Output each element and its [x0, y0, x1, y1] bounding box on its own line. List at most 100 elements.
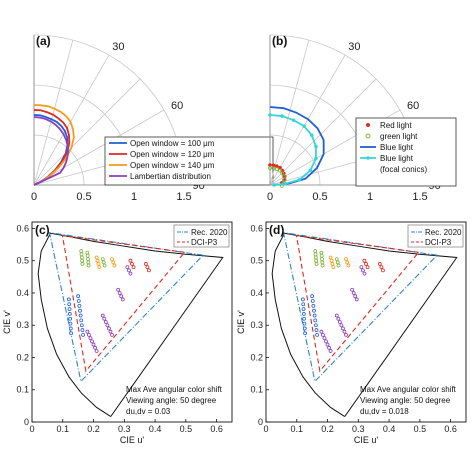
- data-point: [328, 349, 333, 353]
- data-point: [315, 333, 319, 337]
- annotation-text: du,dv = 0.018: [360, 407, 409, 416]
- x-tick-label: 0: [263, 424, 268, 434]
- x-tick-label: 0.5: [414, 424, 427, 434]
- data-point: [313, 249, 318, 253]
- legend-box: [355, 117, 457, 187]
- legend-entry: green light: [380, 132, 418, 141]
- data-point: [85, 329, 90, 334]
- data-point: [110, 257, 114, 261]
- x-tick-label: 0.3: [118, 424, 131, 434]
- data-point: [327, 345, 331, 350]
- x-tick-label: 0.3: [352, 424, 365, 434]
- data-point-red-light: [275, 164, 279, 169]
- data-point: [329, 258, 334, 263]
- series-marker: [314, 156, 318, 161]
- data-point: [361, 268, 365, 273]
- data-point: [68, 316, 73, 321]
- data-point: [67, 307, 72, 311]
- data-point: [320, 263, 325, 268]
- legend-entry: Open window = 140 μm: [130, 161, 215, 170]
- data-point: [319, 253, 324, 258]
- data-point: [88, 336, 93, 341]
- angle-tick-label: 30: [348, 41, 360, 53]
- data-point: [76, 299, 81, 303]
- data-point: [102, 316, 107, 321]
- data-point: [320, 260, 325, 265]
- x-tick-label: 0.6: [444, 424, 457, 434]
- x-tick-label: 0: [29, 424, 34, 434]
- series-line: [33, 104, 75, 186]
- series-line: [33, 116, 69, 186]
- data-point: [313, 252, 318, 257]
- data-point: [325, 342, 330, 347]
- r-tick-label: 1: [131, 191, 137, 203]
- grid-radial-line: [33, 109, 165, 186]
- data-point: [79, 323, 84, 328]
- data-point: [342, 329, 347, 334]
- data-point: [117, 291, 122, 295]
- grid-radial-line: [33, 54, 110, 186]
- data-point: [344, 333, 348, 337]
- data-point: [125, 265, 130, 270]
- data-point: [313, 318, 318, 323]
- data-point: [79, 318, 84, 323]
- r-tick-label: 1.5: [176, 191, 191, 203]
- data-point-red-light: [278, 165, 282, 170]
- data-point: [359, 265, 364, 270]
- x-tick-label: 0.4: [149, 424, 162, 434]
- data-point: [108, 329, 113, 334]
- data-point: [351, 291, 356, 295]
- data-point: [116, 287, 121, 292]
- data-point: [313, 255, 318, 260]
- annotation-text: Viewing angle: 50 degree: [126, 396, 217, 405]
- data-point: [87, 333, 91, 337]
- r-tick-label: 0.5: [76, 191, 91, 203]
- legend-entry: (focal conics): [380, 165, 427, 174]
- data-point: [78, 313, 83, 318]
- data-point: [301, 307, 306, 311]
- legend-entry: Lambertian distribution: [130, 172, 211, 181]
- y-tick-label: 0.6: [250, 223, 263, 233]
- data-point: [314, 328, 319, 332]
- data-point: [301, 297, 305, 302]
- y-tick-label: 0.5: [250, 256, 263, 266]
- x-axis-label: CIE u': [120, 435, 145, 445]
- y-tick-label: 0.2: [16, 352, 29, 362]
- data-point: [143, 262, 148, 266]
- x-tick-label: 0.6: [210, 424, 223, 434]
- legend-swatch: [365, 133, 371, 139]
- data-point: [345, 260, 350, 265]
- data-point: [103, 320, 108, 324]
- y-tick-label: 0.1: [250, 385, 263, 395]
- data-point: [145, 265, 150, 270]
- series-marker: [314, 144, 318, 149]
- data-point: [86, 257, 90, 261]
- panel-label: (c): [35, 223, 50, 237]
- data-point: [336, 316, 341, 321]
- data-point: [95, 258, 100, 263]
- data-point: [93, 345, 97, 350]
- data-point: [90, 339, 94, 344]
- data-point: [330, 262, 335, 266]
- data-point: [377, 262, 382, 266]
- data-point: [339, 323, 344, 328]
- data-point: [112, 263, 117, 268]
- data-point: [379, 265, 384, 270]
- data-point: [94, 349, 99, 353]
- data-point: [91, 342, 96, 347]
- data-point: [131, 265, 136, 270]
- data-point: [79, 252, 84, 257]
- legend-entry: Blue light: [380, 143, 414, 152]
- data-point: [127, 268, 131, 273]
- data-point: [328, 255, 333, 260]
- y-tick-label: 0.5: [16, 256, 29, 266]
- data-point: [341, 326, 345, 331]
- data-point: [110, 333, 114, 337]
- data-point: [362, 258, 367, 263]
- dcip3-triangle: [295, 234, 420, 373]
- data-point: [119, 294, 124, 299]
- data-point-green-light: [271, 166, 276, 171]
- legend-swatch: [366, 123, 370, 127]
